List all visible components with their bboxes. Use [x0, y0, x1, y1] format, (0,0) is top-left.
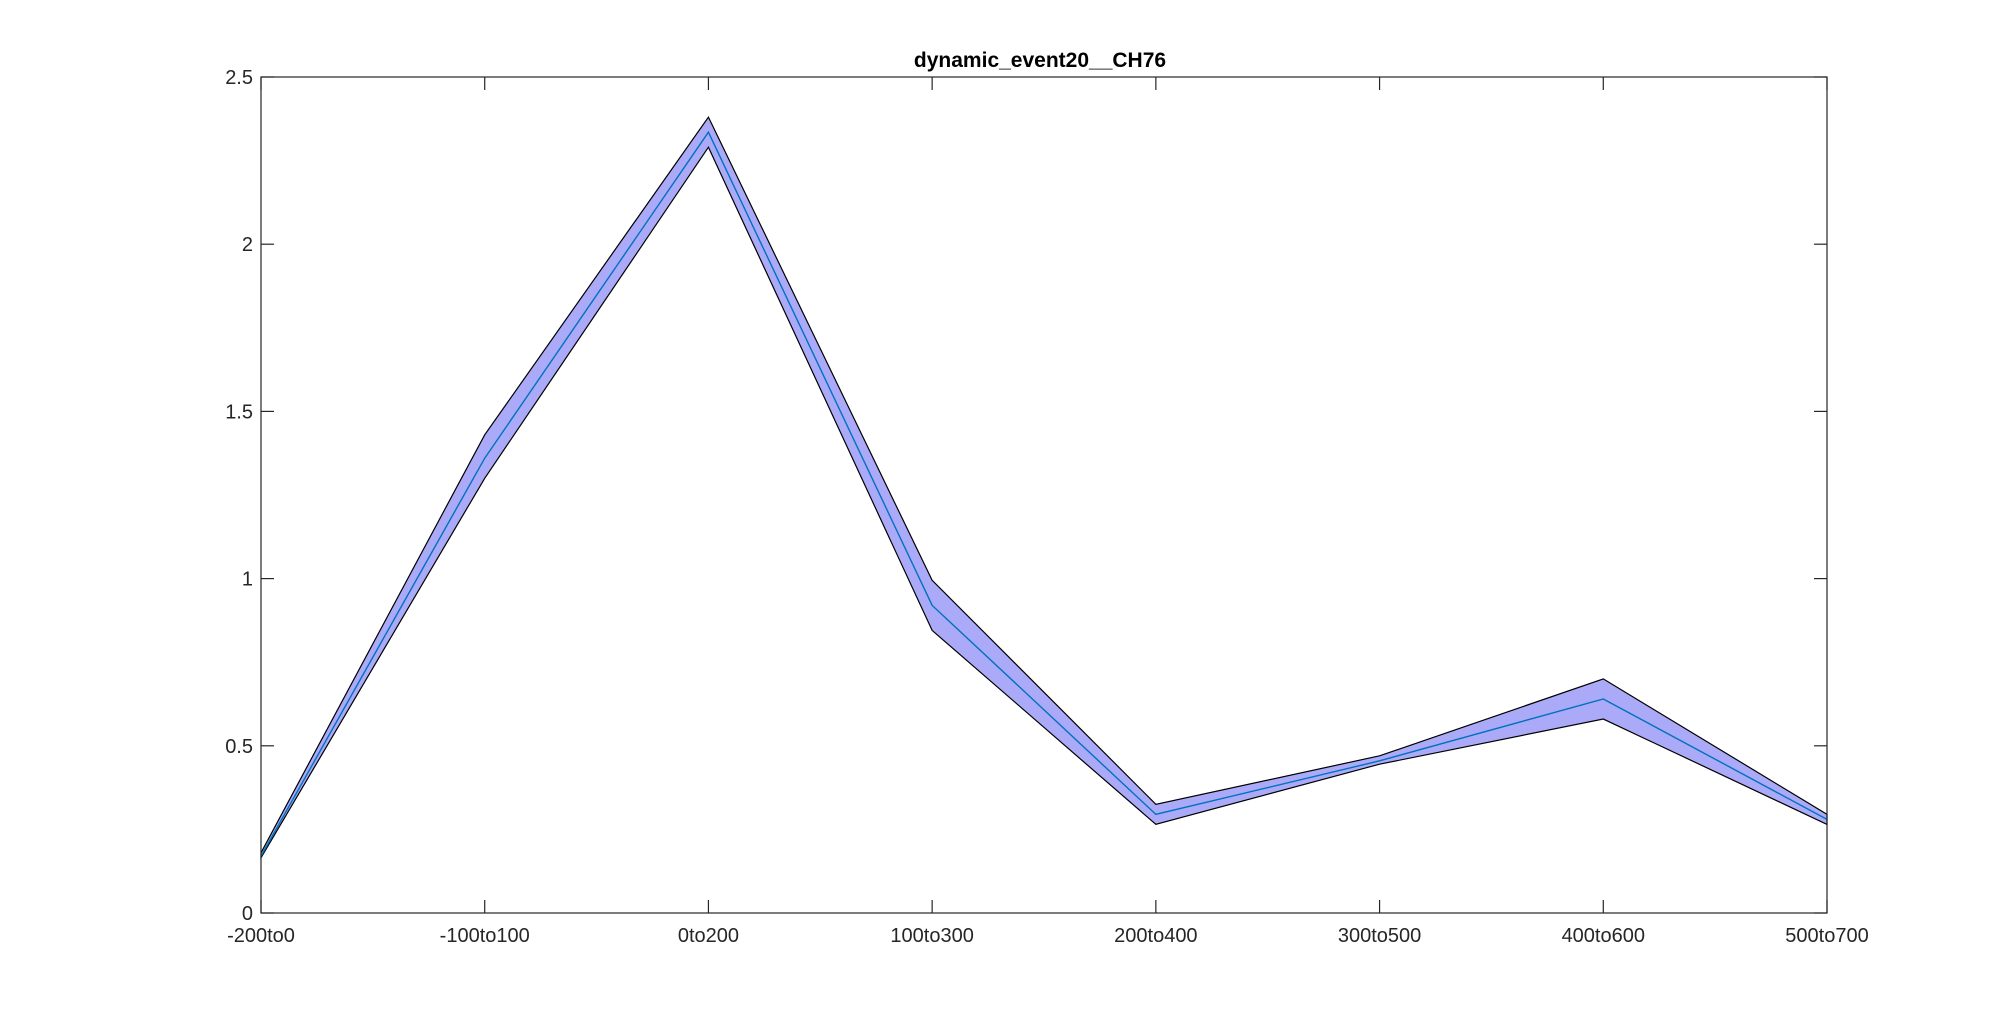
y-tick-label-4: 2	[242, 234, 253, 256]
x-tick-label-6: 400to600	[1562, 925, 1645, 947]
x-tick-label-1: -100to100	[440, 925, 530, 947]
x-tick-label-5: 300to500	[1338, 925, 1421, 947]
band-layer	[260, 115, 1828, 861]
y-tick-label-3: 1.5	[225, 401, 253, 423]
x-tick-label-0: -200to0	[227, 925, 295, 947]
x-tick-label-2: 0to200	[678, 925, 739, 947]
y-tick-label-2: 1	[242, 569, 253, 591]
y-tick-label-0: 0	[242, 903, 253, 925]
mean-line	[260, 130, 1828, 857]
y-tick-label-1: 0.5	[225, 736, 253, 758]
axes-box	[260, 76, 1828, 914]
chart-title: dynamic_event20__CH76	[914, 49, 1166, 72]
ticks-layer: -200to0 -100to100 0to200 100to300 200to400 30…	[225, 67, 1869, 947]
y-tick-label-5: 2.5	[225, 67, 253, 89]
x-tick-label-3: 100to300	[890, 925, 973, 947]
confidence-band	[260, 115, 1828, 861]
x-tick-label-4: 200to400	[1114, 925, 1197, 947]
axes-layer	[260, 76, 1828, 914]
x-tick-label-7: 500to700	[1785, 925, 1868, 947]
line-layer	[260, 130, 1828, 857]
